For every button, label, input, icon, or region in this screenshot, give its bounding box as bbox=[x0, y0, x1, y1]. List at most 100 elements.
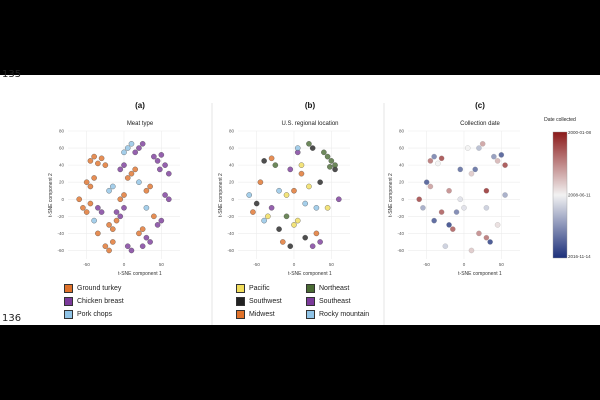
scatter-point bbox=[416, 196, 422, 202]
scatter-point bbox=[80, 205, 86, 211]
x-tick-label: -50 bbox=[253, 262, 260, 267]
scatter-point bbox=[124, 145, 131, 151]
scatter-point bbox=[124, 175, 131, 181]
scatter-point bbox=[121, 205, 127, 211]
y-tick-label: -40 bbox=[397, 231, 404, 236]
scatter-point bbox=[110, 226, 116, 232]
panel-letter: (b) bbox=[305, 101, 316, 110]
scatter-point bbox=[257, 179, 264, 185]
scatter-point bbox=[502, 192, 508, 198]
scatter-point bbox=[465, 145, 471, 151]
legend-southeast: Southeast bbox=[306, 297, 351, 306]
scatter-point bbox=[98, 155, 105, 162]
scatter-point bbox=[302, 200, 308, 207]
x-axis-label: t-SNE component 1 bbox=[288, 271, 332, 277]
y-tick-label: -40 bbox=[57, 231, 64, 236]
scatter-point bbox=[476, 230, 482, 237]
scatter-point bbox=[283, 213, 290, 220]
scatter-point bbox=[102, 243, 109, 249]
legend-northeast: Northeast bbox=[306, 284, 349, 293]
scatter-point bbox=[143, 234, 150, 241]
scatter-point bbox=[98, 209, 105, 215]
figure-svg: (a) Meat type 80 60 40 20 0 -20 -40 -60 -50 0 50 t-SN… bbox=[48, 101, 592, 325]
legend-label: Rocky mountain bbox=[319, 311, 370, 318]
scatter-point bbox=[431, 217, 437, 224]
scatter-point bbox=[91, 153, 97, 160]
y-tick-label: 0 bbox=[231, 197, 234, 202]
scatter-point bbox=[132, 166, 138, 173]
scatter-point bbox=[332, 162, 338, 168]
colorbar-tick-label: 2000-01-08 bbox=[568, 130, 592, 135]
y-tick-label: 40 bbox=[399, 163, 405, 168]
scatter-point bbox=[294, 217, 301, 224]
x-tick-label: 50 bbox=[329, 262, 335, 267]
colorbar-title: Date collected bbox=[544, 117, 576, 123]
scatter-point bbox=[246, 192, 252, 198]
scatter-point bbox=[158, 217, 165, 224]
scatter-point bbox=[106, 187, 112, 194]
x-axis-label: t-SNE component 1 bbox=[458, 271, 502, 277]
scatter-point bbox=[95, 230, 101, 237]
y-tick-label: 40 bbox=[229, 163, 235, 168]
y-tick-label: -20 bbox=[397, 214, 404, 219]
scatter-point bbox=[106, 222, 112, 228]
scatter-point bbox=[132, 149, 138, 156]
legend-chicken-breast: Chicken breast bbox=[64, 297, 124, 306]
y-tick-label: 40 bbox=[59, 163, 65, 168]
legend-swatch-midwest bbox=[236, 310, 245, 319]
x-tick-label: 0 bbox=[463, 262, 466, 267]
scatter-point bbox=[117, 213, 124, 220]
y-tick-label: -60 bbox=[397, 248, 404, 253]
scatter-point bbox=[83, 209, 90, 215]
y-tick-label: 20 bbox=[229, 180, 235, 185]
scatter-point bbox=[291, 187, 297, 194]
legend-label: Chicken breast bbox=[77, 298, 124, 305]
line-number-bottom: 136 bbox=[2, 313, 22, 324]
y-tick-label: -20 bbox=[227, 214, 234, 219]
scatter-point bbox=[483, 205, 490, 211]
scatter-point bbox=[446, 188, 452, 194]
chart-title: Collection date bbox=[460, 121, 500, 127]
scatter-point bbox=[147, 239, 153, 245]
scatter-point bbox=[91, 175, 97, 181]
scatter-point bbox=[121, 192, 127, 198]
scatter-point bbox=[147, 183, 153, 190]
scatter-point bbox=[420, 205, 426, 211]
y-tick-label: 0 bbox=[61, 197, 64, 202]
scatter-point bbox=[457, 166, 463, 173]
scatter-point bbox=[494, 158, 501, 164]
colorbar-tick-label: 2016-11-14 bbox=[568, 254, 591, 259]
scatter-point bbox=[136, 230, 142, 237]
scatter-point bbox=[491, 153, 497, 160]
legend-midwest: Midwest bbox=[236, 310, 275, 319]
scatter-point bbox=[268, 205, 275, 211]
y-tick-label: -40 bbox=[227, 231, 234, 236]
scatter-point bbox=[166, 196, 172, 203]
scatter-point bbox=[117, 166, 124, 173]
scatter-point bbox=[253, 200, 260, 207]
scatter-point bbox=[158, 152, 165, 158]
scatter-point bbox=[294, 145, 301, 151]
scatter-point bbox=[87, 200, 94, 207]
scatter-point bbox=[113, 217, 120, 224]
panel-letter: (c) bbox=[475, 101, 485, 110]
y-tick-label: 60 bbox=[59, 146, 65, 151]
scatter-point bbox=[283, 192, 290, 198]
x-tick-label: 0 bbox=[293, 262, 296, 267]
scatter-point bbox=[435, 160, 441, 167]
scatter-point bbox=[128, 141, 135, 147]
scatter-point bbox=[139, 243, 146, 249]
y-axis-label: t-SNE component 2 bbox=[388, 173, 394, 217]
scatter-point bbox=[154, 222, 161, 228]
scatter-point bbox=[483, 188, 490, 194]
legend-swatch-chicken-breast bbox=[64, 297, 73, 306]
scatter-point bbox=[298, 162, 305, 168]
scatter-point bbox=[317, 179, 323, 185]
scatter-point bbox=[151, 153, 157, 160]
y-axis-label: t-SNE component 2 bbox=[48, 173, 54, 217]
scatter-point bbox=[438, 155, 445, 162]
scatter-point bbox=[457, 196, 463, 202]
legend-label: Southeast bbox=[319, 298, 351, 305]
scatter-point bbox=[121, 162, 127, 168]
legend-swatch-pacific bbox=[236, 284, 245, 293]
